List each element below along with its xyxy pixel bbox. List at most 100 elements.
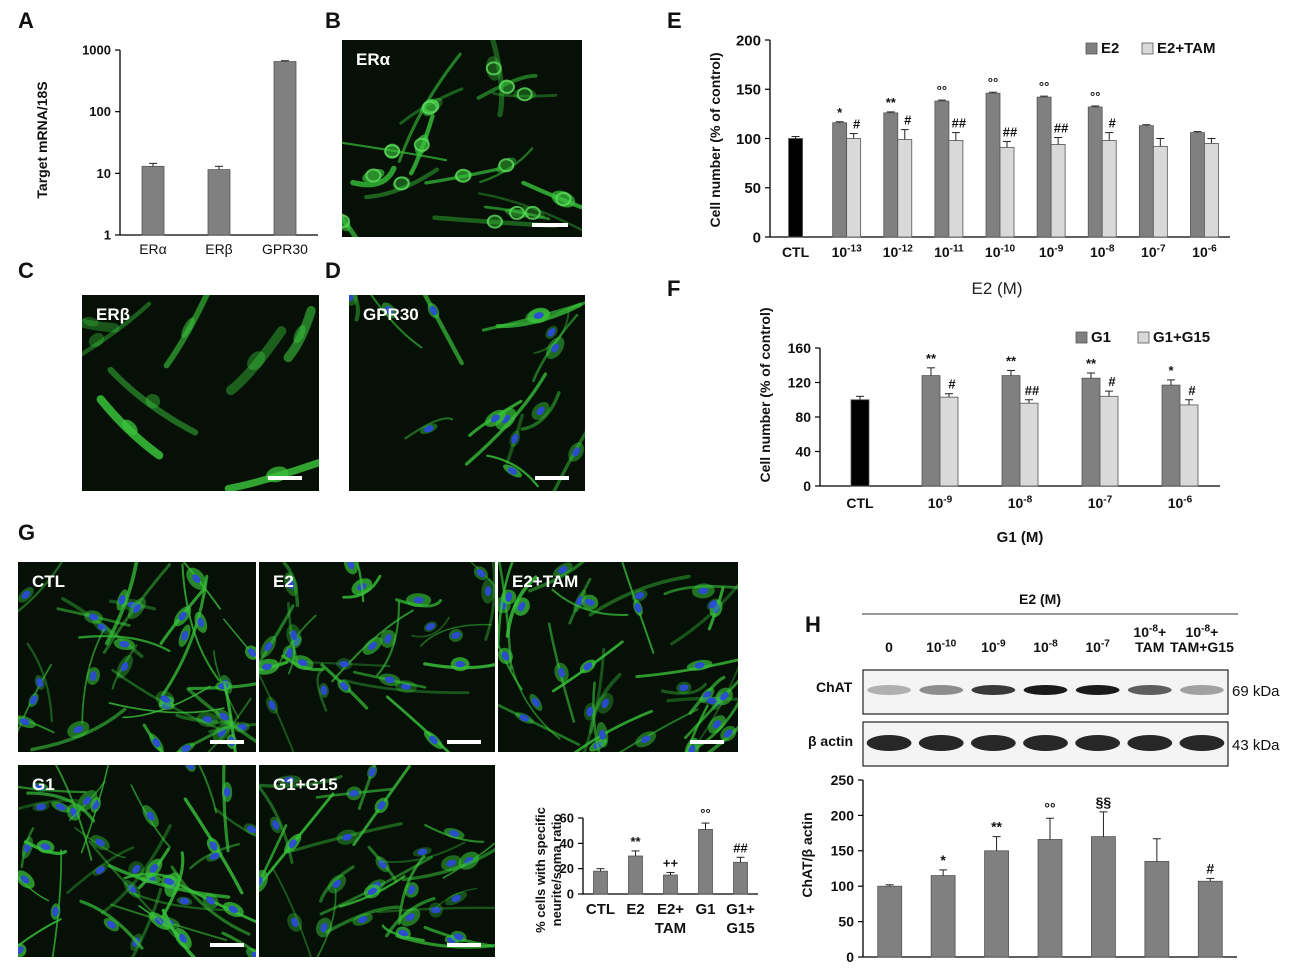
- nucleus: [446, 859, 457, 867]
- nuclear-ring: [524, 205, 541, 220]
- chart-g-category-label: TAM: [655, 920, 686, 937]
- nuclear-ring: [486, 214, 503, 229]
- nucleus: [251, 951, 256, 957]
- axis-title-g-line2: neurite/soma ratio: [549, 814, 564, 927]
- blot-label-chat: ChAT: [816, 679, 853, 695]
- blot-band-actin: [866, 735, 912, 751]
- cell-process: [551, 588, 629, 616]
- chart-g-category-label: G1: [695, 901, 715, 918]
- blot-lane-label: 10-10: [926, 638, 957, 655]
- cell-body: [454, 170, 473, 182]
- chart-f-significance-mark: *: [1168, 363, 1174, 378]
- nucleus: [247, 648, 256, 657]
- cell-process: [582, 647, 606, 752]
- cell-process: [484, 562, 495, 641]
- micrograph-label-ctl: CTL: [32, 572, 66, 591]
- fluorescence-background: [342, 40, 582, 237]
- nucleus: [429, 305, 438, 316]
- chart-e-significance-mark: #: [853, 117, 861, 132]
- fluorescence-texture: [82, 295, 319, 491]
- nucleus: [634, 603, 642, 613]
- nucleus: [332, 879, 342, 889]
- chart-f-bar-secondary: [1179, 404, 1199, 487]
- chart-h-y-tick-label: 200: [831, 807, 855, 823]
- nucleus: [641, 735, 651, 744]
- nucleus: [698, 587, 709, 595]
- chart-e-category-label: 10-13: [832, 243, 863, 260]
- chart-g-bar: [593, 870, 608, 895]
- cell-body: [247, 351, 266, 371]
- chart-h-bar: [877, 885, 903, 958]
- axis-xtitle-e: E2 (M): [972, 279, 1023, 298]
- chart-f-bar-primary: [921, 375, 941, 487]
- chart-h-bar: [1197, 880, 1223, 958]
- chart-h-significance-mark: *: [940, 852, 946, 868]
- fluorescence-texture: [342, 40, 582, 237]
- chart-e-legend-swatch: [1085, 42, 1098, 55]
- chart-f-category-label: 10-9: [928, 494, 953, 511]
- scale-bar: [268, 476, 302, 480]
- scale-bar: [447, 943, 481, 947]
- nucleus: [398, 929, 409, 937]
- blot-band-chat: [1127, 685, 1172, 695]
- chart-f-significance-mark: **: [926, 351, 937, 366]
- chart-g-bar: [663, 874, 678, 895]
- blot-band-actin: [918, 735, 964, 751]
- nucleus: [517, 601, 526, 612]
- cell-process: [282, 562, 300, 608]
- cell-process: [469, 562, 495, 588]
- panel-letter-c: C: [18, 258, 34, 283]
- nucleus: [601, 698, 609, 709]
- nucleus: [423, 425, 434, 433]
- micrograph-label-era: ERα: [356, 50, 391, 69]
- chart-e: 0 50 100 150 200 CTL * #10-13 ** #10-12 °° ## 10-11 °…: [736, 32, 1230, 260]
- nucleus: [291, 917, 299, 928]
- cell-process: [352, 295, 361, 322]
- chart-e-significance-mark: #: [1109, 116, 1117, 131]
- chart-e-bar-primary: [1087, 106, 1103, 238]
- nucleus: [163, 878, 174, 885]
- nucleus: [29, 695, 38, 705]
- blot-band-chat: [1023, 685, 1068, 695]
- nucleus: [288, 839, 297, 849]
- chart-e-legend-label: E2+TAM: [1157, 40, 1215, 57]
- cell-process: [660, 682, 707, 695]
- chart-f-significance-mark: #: [1108, 374, 1116, 389]
- chart-e-bar-secondary: [999, 146, 1015, 238]
- cell-body: [145, 393, 161, 409]
- nucleus: [585, 598, 595, 606]
- scale-bar: [535, 476, 569, 480]
- nucleus: [368, 767, 376, 777]
- nucleus: [339, 660, 350, 668]
- cell-body: [88, 333, 105, 348]
- nucleus: [297, 659, 308, 667]
- cell-process: [108, 702, 225, 714]
- chart-f: 0 40 80 120 160 CTL ** #10-9 ** ## 10-8 ** #10-7 * #10…: [788, 329, 1220, 511]
- nucleus: [505, 591, 513, 602]
- cell-process: [379, 841, 466, 863]
- chart-e-category-label: CTL: [782, 244, 810, 260]
- cell-process: [226, 326, 287, 396]
- chart-e-significance-mark: *: [837, 105, 843, 120]
- nucleus: [228, 905, 239, 914]
- chart-e-y-tick-label: 0: [753, 229, 761, 246]
- cell-process: [434, 887, 478, 910]
- cell-process: [350, 165, 397, 188]
- micrograph-label-e2-tam: E2+TAM: [512, 572, 579, 591]
- nucleus: [688, 744, 696, 752]
- chart-e-bar-secondary: [948, 140, 964, 238]
- nucleus: [576, 596, 584, 606]
- nucleus: [179, 933, 187, 943]
- nucleus: [259, 876, 263, 887]
- chart-e-bar-primary: [1036, 96, 1052, 238]
- chart-h-significance-mark: °°: [1044, 800, 1055, 816]
- axis-xtitle-f: G1 (M): [997, 529, 1044, 546]
- scale-bar: [210, 943, 244, 947]
- nucleus: [160, 695, 170, 703]
- cell-process: [170, 865, 251, 936]
- nucleus: [723, 729, 733, 738]
- chart-e-bar-primary: [832, 122, 848, 238]
- nucleus: [706, 697, 717, 704]
- nucleus: [21, 590, 31, 599]
- nuclear-ring: [393, 176, 410, 191]
